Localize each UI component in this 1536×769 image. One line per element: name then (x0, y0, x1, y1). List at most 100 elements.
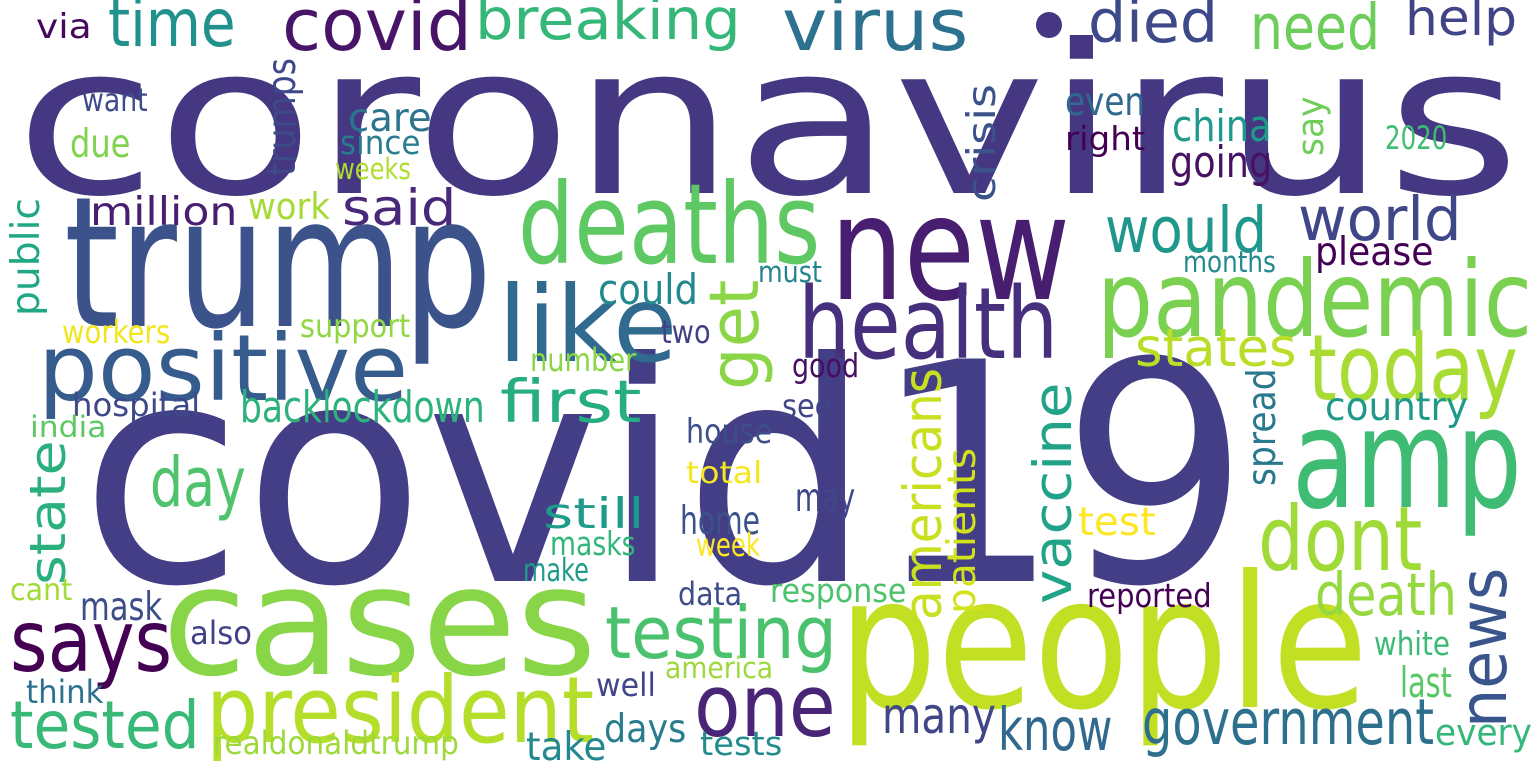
word-even: even (1065, 78, 1146, 125)
word-cases: cases (162, 533, 597, 710)
word-good: good (792, 346, 860, 386)
word-positive: positive (38, 315, 409, 423)
word-first: first (500, 366, 642, 436)
word-says: says (10, 593, 173, 692)
word-public: public (2, 198, 49, 316)
word-crisis: crisis (958, 83, 1005, 202)
word-died: died (1088, 0, 1219, 56)
word-may: may (795, 474, 856, 521)
word-today: today (1308, 315, 1519, 423)
word-want: want (82, 82, 148, 119)
word-right: right (1065, 119, 1146, 159)
word-america: america (665, 650, 774, 685)
word-state: state (19, 440, 77, 585)
word-states: states (1135, 317, 1297, 379)
word-million: million (90, 188, 238, 235)
word-world: world (1298, 184, 1462, 255)
word-please: please (1315, 228, 1434, 275)
word-make: make (523, 552, 589, 589)
word-country: country (1325, 383, 1469, 430)
word-pandemic: pandemic (1097, 238, 1533, 362)
word-week: week (696, 527, 761, 564)
word-could: could (598, 265, 698, 315)
word-work: work (248, 184, 331, 228)
word-data: data (678, 576, 743, 613)
word-would: would (1105, 193, 1268, 268)
word-many: many (882, 687, 996, 745)
word-reported: reported (1087, 576, 1212, 616)
word-think: think (26, 674, 104, 711)
word-home: home (680, 497, 760, 544)
word-take: take (526, 723, 607, 769)
word-workers: workers (62, 314, 171, 351)
word-say: say (1288, 96, 1332, 156)
word-vaccine: vaccine (1022, 382, 1084, 604)
word-every: every (1435, 710, 1533, 754)
word-mask: mask (80, 583, 163, 630)
word-covid: covid (282, 0, 472, 68)
word-house: house (686, 412, 773, 453)
word-since: since (340, 123, 421, 163)
word-tests: tests (700, 724, 783, 764)
word-due: due (70, 120, 131, 167)
word-new: new (830, 165, 1071, 334)
word-realdonaldtrump: realdonaldtrump (213, 725, 459, 762)
word-news: news (1444, 567, 1522, 728)
word-via: via (36, 7, 92, 48)
word-two: two (661, 314, 711, 351)
word-months: months (1183, 244, 1276, 279)
word-get: get (696, 279, 776, 390)
word-2020: 2020 (1385, 120, 1448, 157)
dot-mark (1036, 12, 1062, 38)
word-amp: amp (1292, 378, 1522, 540)
word-cant: cant (10, 572, 73, 608)
word-said: said (342, 179, 457, 237)
word-response: response (770, 571, 907, 611)
word-spread: spread (1238, 368, 1285, 486)
word-death: death (1315, 559, 1457, 629)
word-going: going (1170, 137, 1273, 188)
word-breaking: breaking (475, 0, 741, 54)
word-covid19: covid19 (80, 298, 1250, 654)
word-testing: testing (605, 591, 837, 676)
word-health: health (798, 267, 1059, 383)
word-must: must (758, 254, 822, 289)
word-tested: tested (10, 686, 200, 764)
word-help: help (1405, 0, 1518, 47)
word-need: need (1250, 0, 1380, 65)
word-white: white (1374, 624, 1450, 664)
word-see: see (782, 388, 833, 425)
word-test: test (1078, 498, 1156, 545)
word-like: like (498, 263, 678, 387)
word-total: total (686, 455, 763, 491)
word-support: support (300, 308, 411, 345)
word-dont: dont (1258, 487, 1423, 592)
word-care: care (348, 94, 432, 141)
word-still: still (543, 489, 645, 539)
word-trump: trump (64, 156, 493, 369)
word-also: also (190, 615, 252, 652)
word-president: president (206, 657, 595, 765)
word-backlockdown: backlockdown (240, 382, 485, 433)
word-know: know (998, 694, 1113, 764)
word-number: number (530, 342, 637, 379)
word-well: well (596, 667, 656, 704)
word-one: one (694, 655, 836, 757)
word-coronavirus: coronavirus (15, 0, 1521, 243)
word-india: india (30, 409, 107, 444)
word-virus: virus (782, 0, 969, 68)
word-patients: patients (938, 447, 985, 614)
word-government: government (1142, 685, 1434, 760)
word-masks: masks (550, 524, 636, 564)
word-days: days (604, 705, 687, 752)
word-deaths: deaths (518, 160, 821, 291)
word-weeks: weeks (335, 151, 411, 186)
word-time: time (108, 0, 236, 62)
word-trumps: trumps (258, 58, 305, 177)
word-day: day (150, 444, 246, 524)
word-people: people (838, 537, 1369, 752)
word-china: china (1172, 101, 1272, 152)
word-hospital: hospital (72, 387, 201, 424)
word-last: last (1400, 658, 1452, 708)
